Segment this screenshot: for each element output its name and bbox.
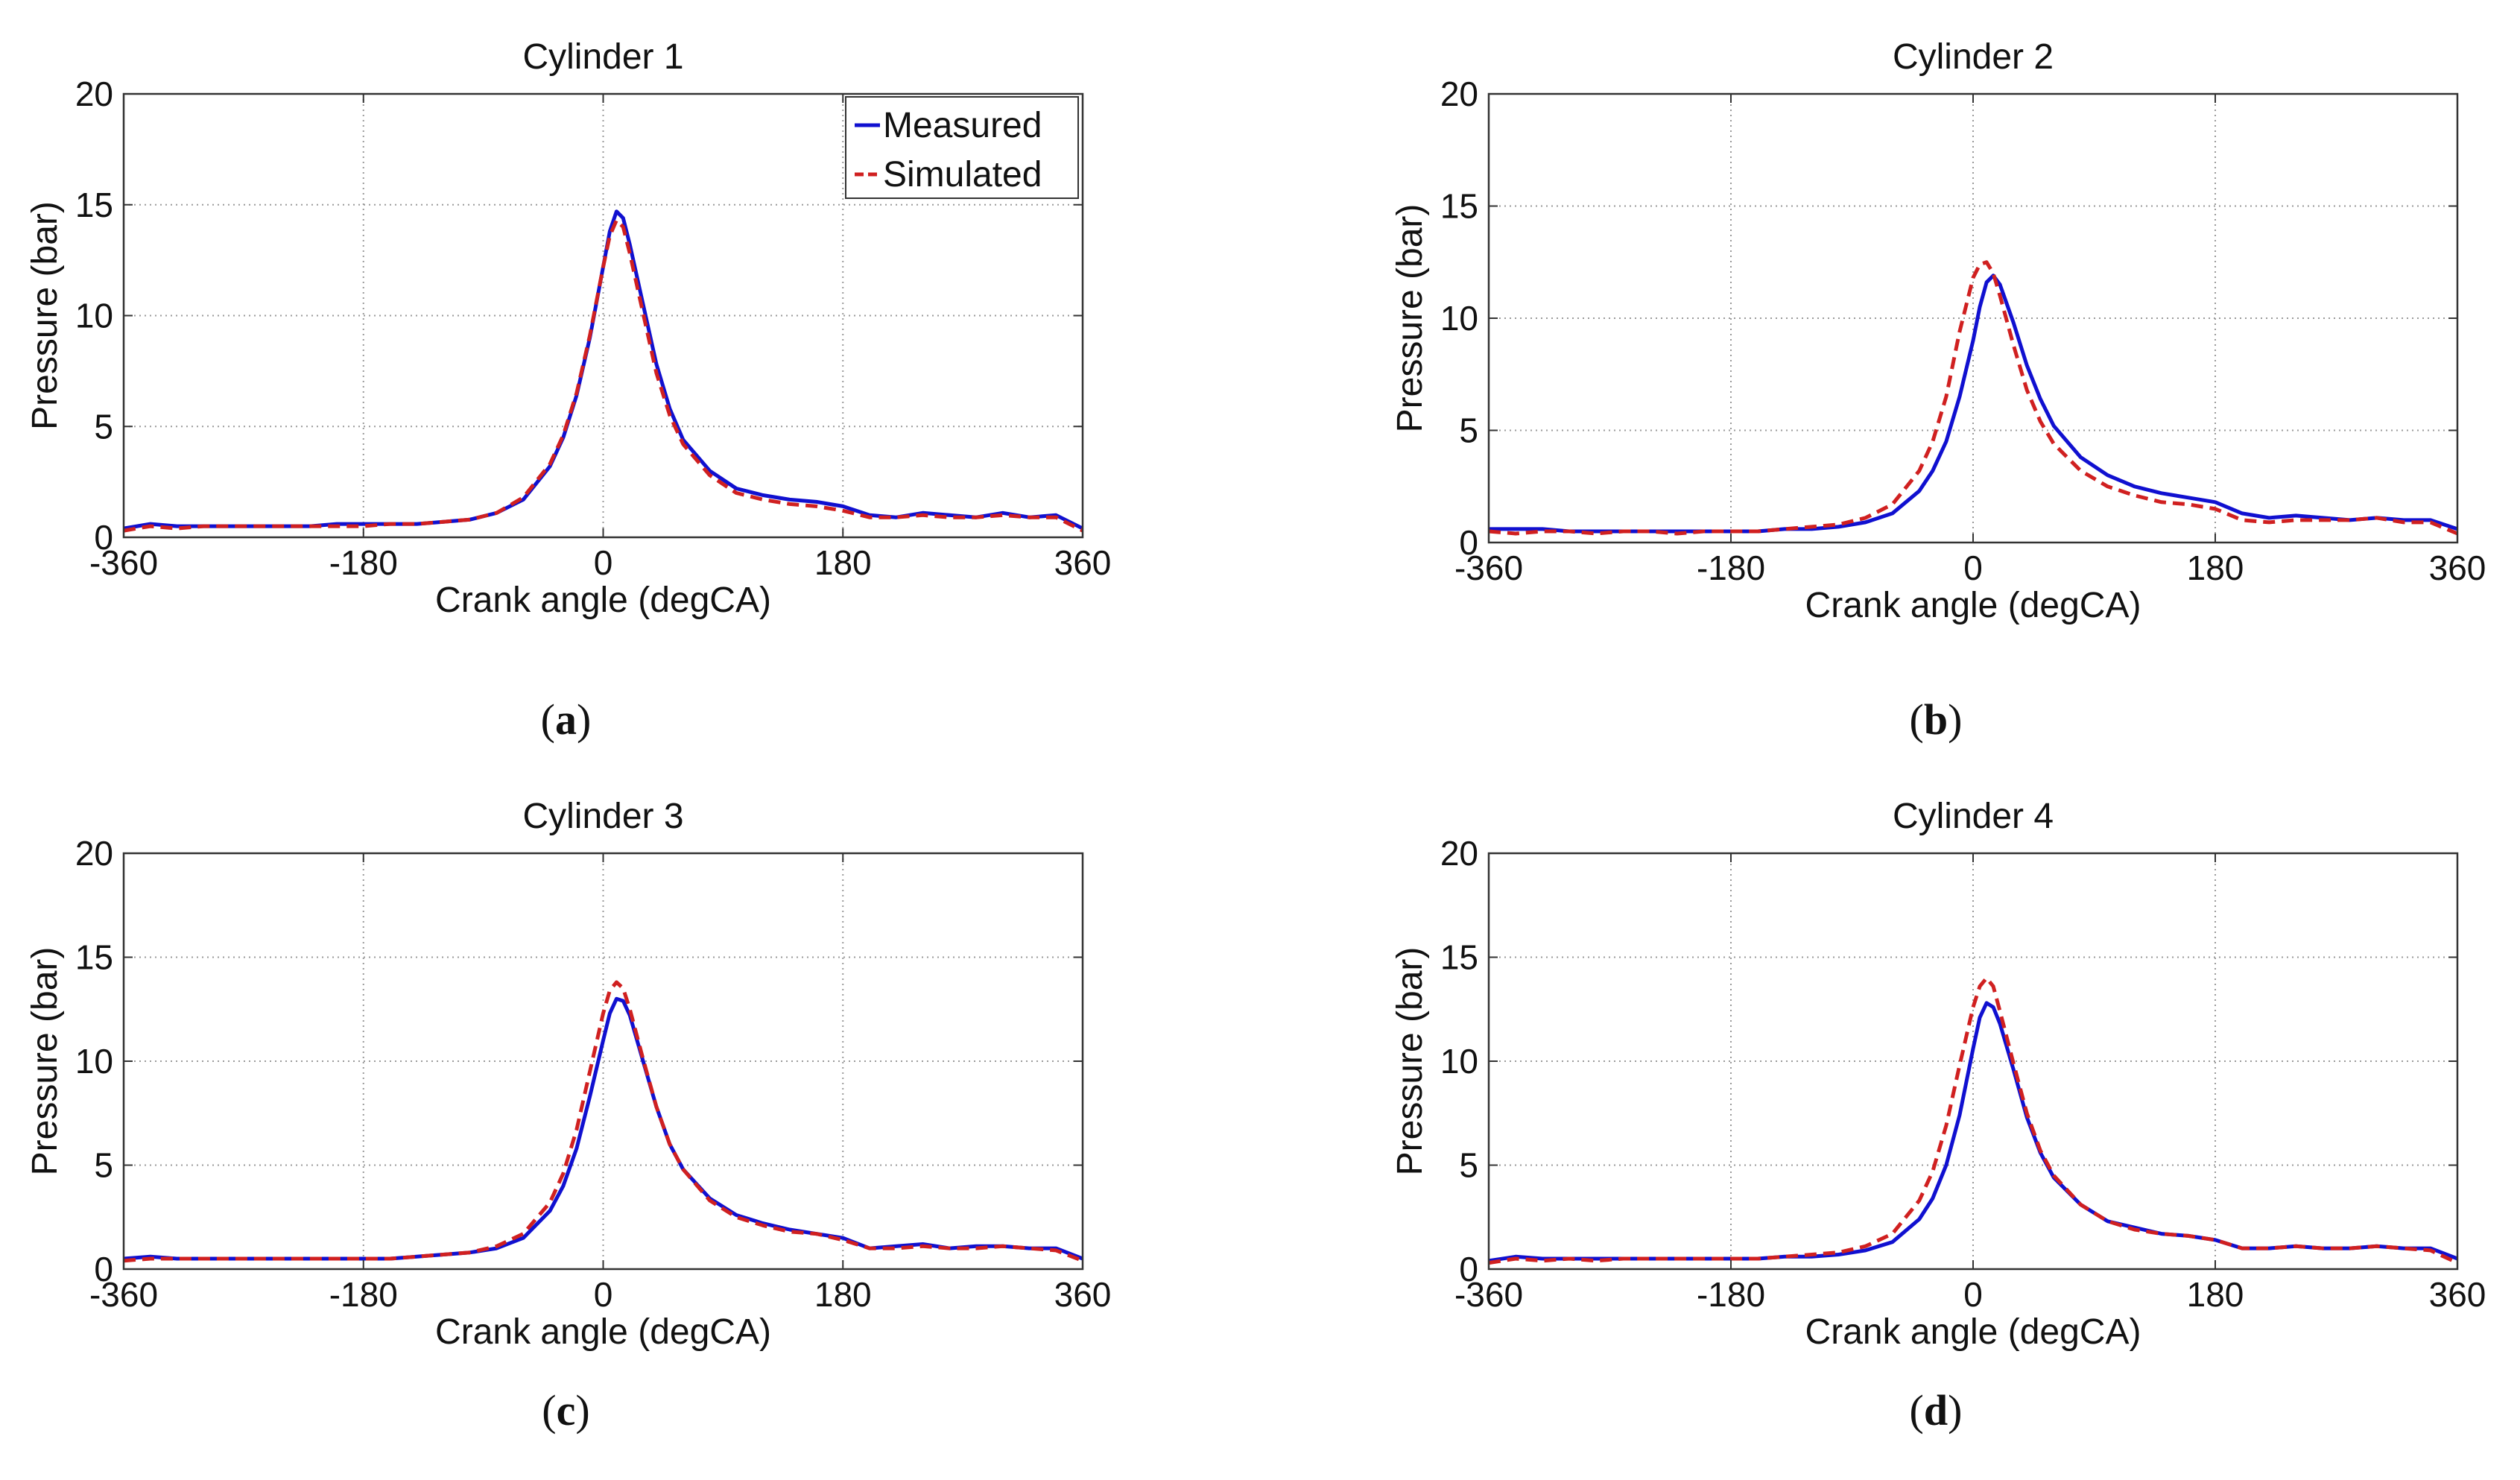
x-tick-label: -180: [1697, 1275, 1765, 1314]
x-tick-label: -360: [89, 543, 158, 582]
y-tick-label: 0: [94, 1250, 113, 1288]
legend-box: [845, 96, 1079, 199]
x-tick-label: 360: [1054, 1275, 1112, 1314]
x-tick-label: 0: [594, 543, 613, 582]
y-tick-label: 10: [1440, 1042, 1478, 1081]
x-tick-label: -180: [1697, 548, 1765, 587]
y-tick-label: 5: [1459, 411, 1478, 450]
x-axis-label: Crank angle (degCA): [1805, 1312, 2141, 1352]
panel-caption: (d): [1910, 1386, 1963, 1435]
y-tick-label: 20: [75, 75, 113, 113]
x-axis-label: Crank angle (degCA): [435, 581, 771, 620]
panel-caption: (b): [1910, 695, 1963, 744]
y-tick-label: 10: [1440, 299, 1478, 338]
x-axis-label: Crank angle (degCA): [435, 1312, 771, 1352]
y-tick-label: 15: [75, 186, 113, 224]
chart-title: Cylinder 4: [1893, 797, 2054, 836]
x-tick-label: -360: [89, 1275, 158, 1314]
x-tick-label: -180: [329, 1275, 398, 1314]
x-tick-label: 180: [814, 1275, 872, 1314]
chart-title: Cylinder 3: [522, 797, 683, 836]
y-tick-label: 5: [94, 407, 113, 446]
simulated-series-line: [123, 218, 1084, 533]
legend-measured-label: Measured: [883, 106, 1042, 145]
y-tick-label: 10: [75, 1042, 113, 1081]
y-tick-label: 20: [75, 834, 113, 873]
panel-caption: (a): [541, 695, 592, 744]
y-tick-label: 20: [1440, 75, 1478, 113]
chart-title: Cylinder 1: [522, 37, 683, 77]
y-tick-label: 15: [1440, 187, 1478, 226]
y-axis-label: Pressure (bar): [1390, 947, 1430, 1176]
y-axis-label: Pressure (bar): [1390, 204, 1430, 433]
x-tick-label: 0: [594, 1275, 613, 1314]
x-tick-label: 180: [814, 543, 872, 582]
y-tick-label: 15: [75, 938, 113, 977]
y-tick-label: 5: [94, 1146, 113, 1185]
y-tick-label: 20: [1440, 834, 1478, 873]
x-tick-label: -180: [329, 543, 398, 582]
y-tick-label: 5: [1459, 1146, 1478, 1185]
x-tick-label: 360: [1054, 543, 1112, 582]
x-tick-label: -360: [1454, 548, 1523, 587]
x-axis-label: Crank angle (degCA): [1805, 586, 2141, 625]
y-axis-label: Pressure (bar): [25, 947, 65, 1176]
x-tick-label: 360: [2429, 548, 2486, 587]
x-tick-label: 0: [1963, 548, 1983, 587]
simulated-series-line: [123, 980, 1083, 1263]
panel-caption: (c): [542, 1386, 589, 1435]
simulated-series-line: [1488, 260, 2458, 536]
y-tick-label: 15: [1440, 938, 1478, 977]
chart-title: Cylinder 2: [1893, 37, 2054, 77]
y-tick-label: 10: [75, 297, 113, 335]
simulated-series-line: [1488, 975, 2459, 1265]
y-tick-label: 0: [1459, 523, 1478, 562]
legend-simulated-label: Simulated: [883, 155, 1042, 195]
x-tick-label: 180: [2187, 548, 2244, 587]
y-tick-label: 0: [94, 518, 113, 557]
x-tick-label: 360: [2429, 1275, 2486, 1314]
x-tick-label: 0: [1963, 1275, 1983, 1314]
y-axis-label: Pressure (bar): [25, 201, 65, 430]
x-tick-label: -360: [1454, 1275, 1523, 1314]
y-tick-label: 0: [1459, 1250, 1478, 1288]
plot-area: [1489, 853, 2457, 1269]
x-tick-label: 180: [2187, 1275, 2244, 1314]
